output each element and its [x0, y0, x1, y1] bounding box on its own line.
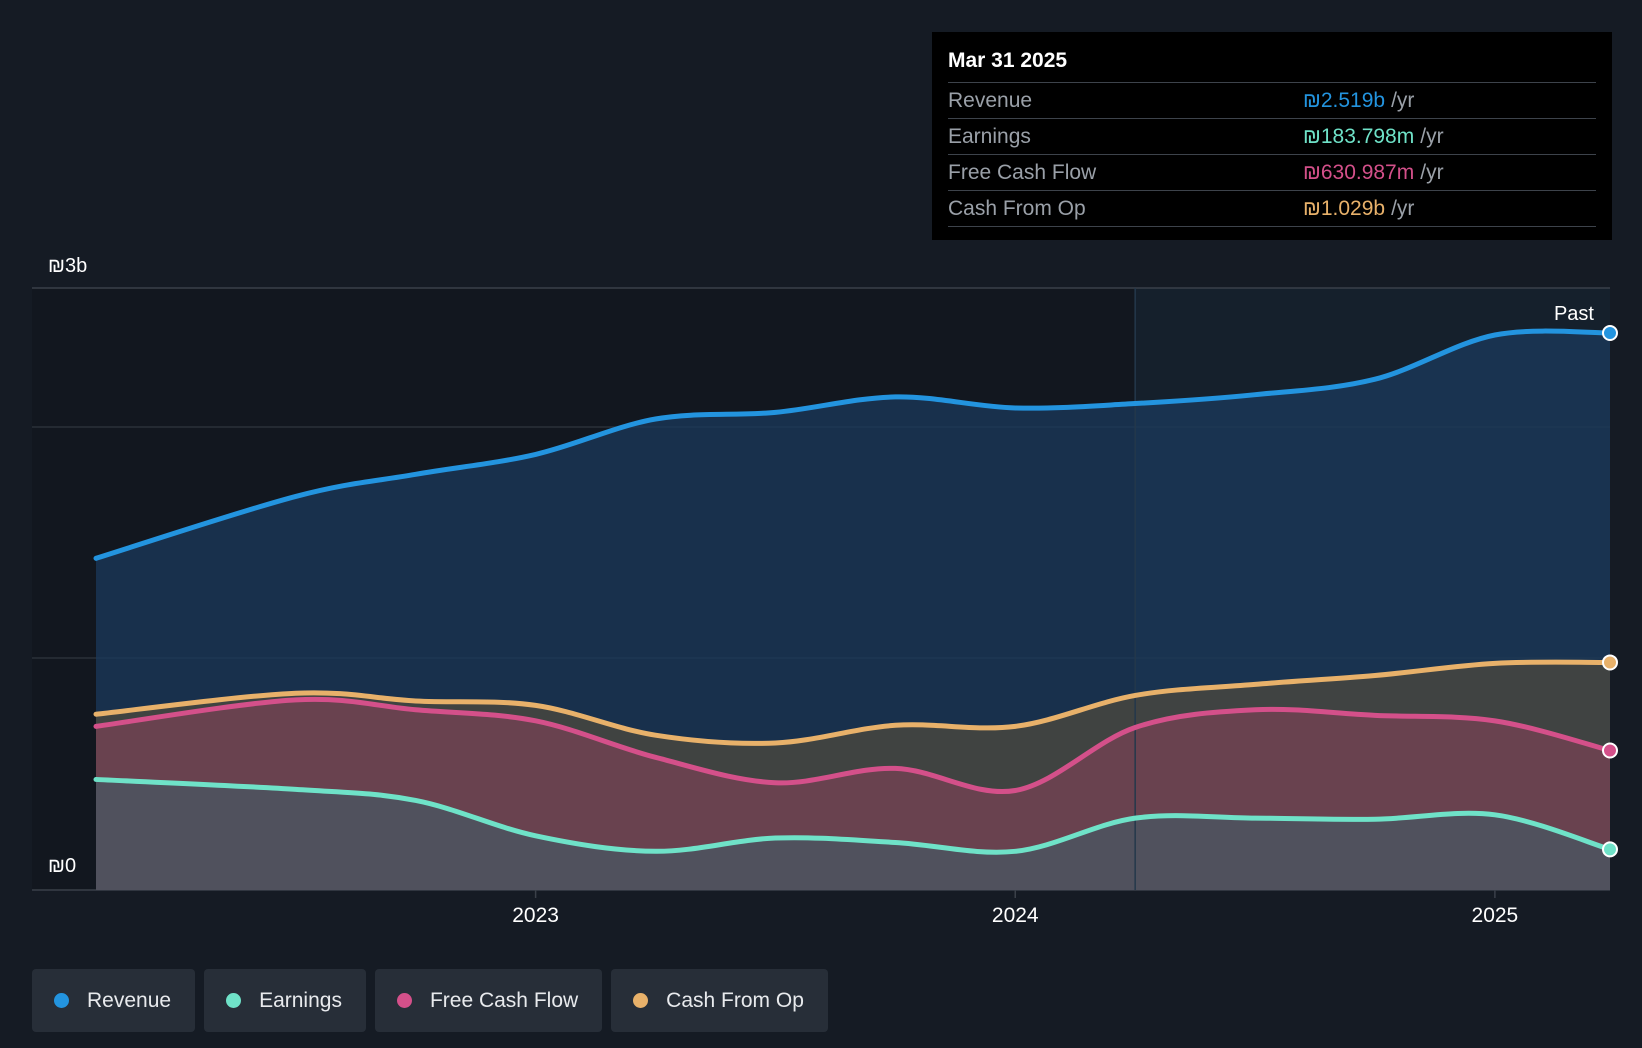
tooltip-value: ₪2.519b — [1303, 88, 1386, 112]
tooltip-label: Revenue — [948, 88, 1033, 112]
series-end-dots — [1602, 325, 1618, 858]
end-dot-cfo[interactable] — [1602, 654, 1618, 671]
legend-label: Cash From Op — [666, 988, 804, 1012]
end-dot-fcf[interactable] — [1602, 742, 1618, 759]
x-axis-ticks: 2023 2024 2025 — [512, 890, 1518, 927]
legend: Revenue Earnings Free Cash Flow Cash Fro… — [32, 969, 828, 1032]
line-fcf — [93, 696, 1613, 795]
legend-item-revenue[interactable]: Revenue — [32, 969, 196, 1032]
tooltip-label: Cash From Op — [948, 196, 1086, 220]
y-label-bottom: ₪0 — [48, 855, 76, 877]
tooltip-row-earnings: Earnings ₪183.798m /yr — [948, 119, 1596, 155]
series-areas — [96, 331, 1610, 890]
line-earnings — [93, 776, 1613, 855]
tooltip-label: Free Cash Flow — [948, 160, 1097, 184]
past-label: Past — [1554, 303, 1594, 325]
tooltip-date: Mar 31 2025 — [948, 46, 1596, 83]
tooltip-unit: /yr — [1420, 124, 1444, 148]
tooltip-row-fcf: Free Cash Flow ₪630.987m /yr — [948, 155, 1596, 191]
end-dot-revenue[interactable] — [1602, 325, 1618, 342]
legend-item-cash-from-op[interactable]: Cash From Op — [611, 969, 828, 1032]
legend-item-earnings[interactable]: Earnings — [204, 969, 366, 1032]
tooltip-value: ₪630.987m — [1303, 160, 1415, 184]
y-label-top: ₪3b — [48, 255, 87, 277]
legend-item-free-cash-flow[interactable]: Free Cash Flow — [374, 969, 603, 1032]
tooltip-unit: /yr — [1420, 160, 1444, 184]
x-tick-label: 2023 — [512, 904, 559, 927]
tooltip-value: ₪183.798m — [1303, 124, 1415, 148]
x-tick-label: 2025 — [1472, 904, 1519, 927]
legend-label: Revenue — [87, 988, 172, 1012]
legend-dot-icon — [54, 993, 69, 1008]
end-dot-earnings[interactable] — [1602, 841, 1618, 858]
tooltip-unit: /yr — [1391, 88, 1415, 112]
legend-label: Free Cash Flow — [429, 988, 579, 1012]
area-earnings — [96, 779, 1610, 890]
x-tick-label: 2024 — [992, 904, 1039, 927]
tooltip-row-revenue: Revenue ₪2.519b /yr — [948, 83, 1596, 119]
tooltip-value: ₪1.029b — [1303, 196, 1386, 220]
legend-dot-icon — [633, 993, 649, 1008]
legend-dot-icon — [396, 993, 412, 1008]
tooltip-row-cfo: Cash From Op ₪1.029b /yr — [948, 191, 1596, 227]
legend-dot-icon — [226, 993, 242, 1008]
tooltip-panel: Mar 31 2025 Revenue ₪2.519b /yr Earnings… — [932, 32, 1612, 240]
line-cfo — [93, 659, 1613, 746]
line-revenue — [93, 328, 1613, 561]
tooltip-label: Earnings — [948, 124, 1031, 148]
tooltip-unit: /yr — [1391, 196, 1415, 220]
legend-label: Earnings — [259, 988, 342, 1012]
series-lines — [93, 328, 1613, 855]
